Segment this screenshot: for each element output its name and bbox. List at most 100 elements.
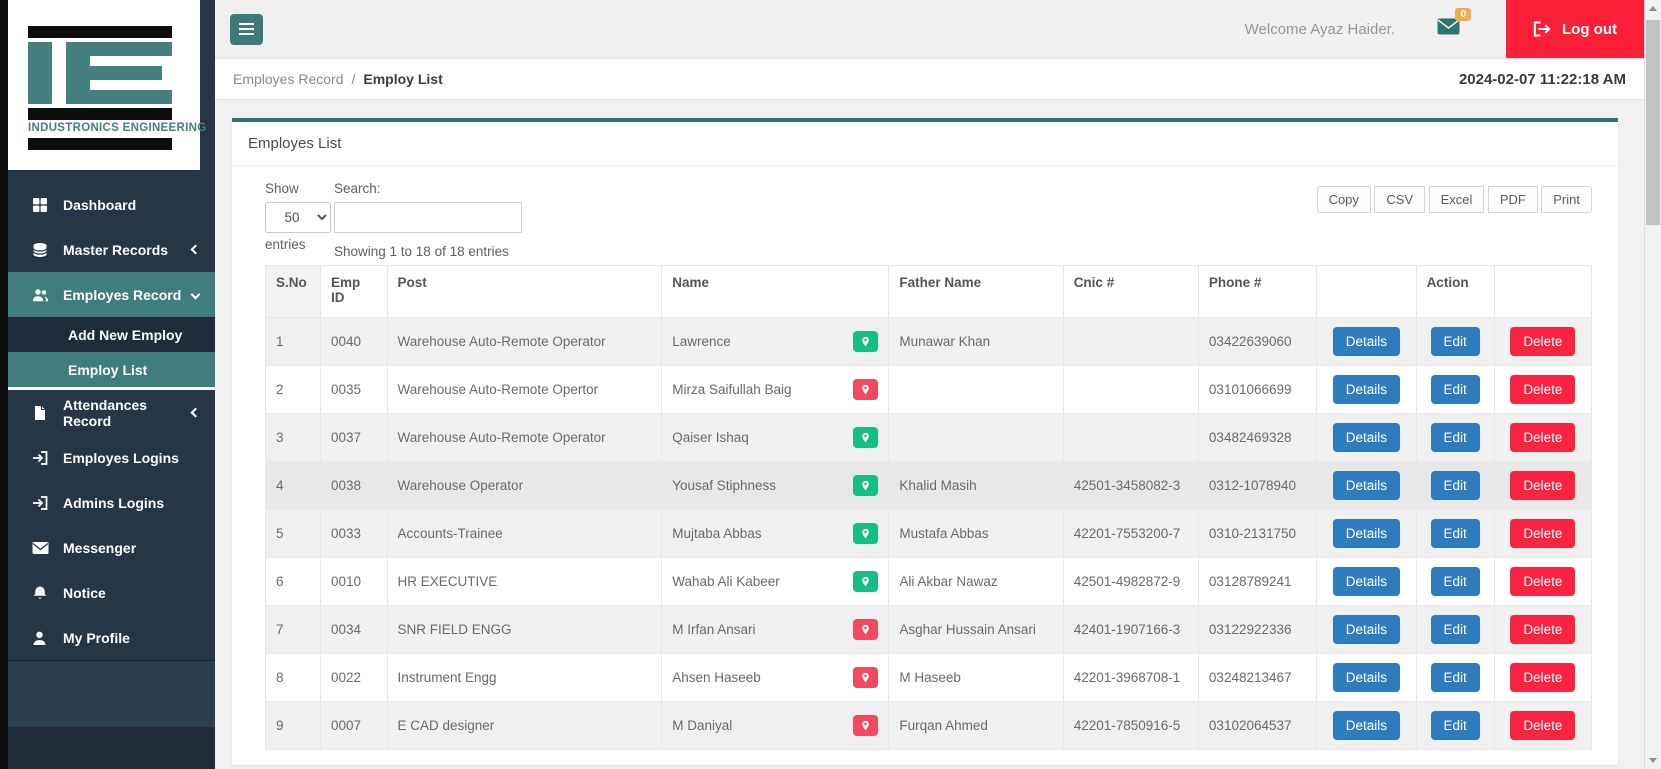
table-row: 5 0033 Accounts-Trainee Mujtaba Abbas Mustaf… [265,509,1593,558]
edit-cell: Edit [1415,653,1495,702]
sidebar-subitem-add-new-employ[interactable]: Add New Employ [8,317,215,352]
edit-button[interactable]: Edit [1430,519,1480,548]
table-row: 7 0034 SNR FIELD ENGG M Irfan Ansari Asghar … [265,605,1593,654]
edit-button[interactable]: Edit [1430,423,1480,452]
messages-button[interactable]: 0 [1437,8,1472,40]
edit-button[interactable]: Edit [1430,327,1480,356]
scrollbar-thumb[interactable] [1646,20,1660,225]
employee-name: Mujtaba Abbas [672,526,762,541]
envelope-icon [1437,18,1460,35]
search-input[interactable] [334,202,522,233]
edit-button[interactable]: Edit [1430,567,1480,596]
location-pin-badge[interactable] [853,619,879,640]
sidebar-item-my-profile[interactable]: My Profile [8,615,215,660]
edit-cell: Edit [1415,317,1495,366]
column-header-blank-2[interactable] [1493,265,1593,318]
sidebar-item-dashboard[interactable]: Dashboard [8,182,215,227]
phone-cell: 03122922336 [1197,605,1318,654]
details-cell: Details [1316,605,1417,654]
location-pin-badge[interactable] [853,667,879,688]
father-name-cell: Asghar Hussain Ansari [888,605,1064,654]
emp-id-cell: 0010 [319,557,388,606]
sno-cell: 9 [265,701,321,750]
details-button[interactable]: Details [1332,615,1401,644]
location-pin-badge[interactable] [853,427,879,448]
employee-name: Mirza Saifullah Baig [672,382,792,397]
delete-button[interactable]: Delete [1510,375,1576,404]
sidebar-item-master-records[interactable]: Master Records [8,227,215,272]
delete-button[interactable]: Delete [1510,471,1576,500]
edit-cell: Edit [1415,461,1495,510]
column-header-phone[interactable]: Phone # [1197,265,1318,318]
details-button[interactable]: Details [1332,375,1401,404]
details-button[interactable]: Details [1332,519,1401,548]
location-pin-badge[interactable] [853,379,879,400]
delete-button[interactable]: Delete [1510,423,1576,452]
edit-button[interactable]: Edit [1430,375,1480,404]
details-button[interactable]: Details [1332,471,1401,500]
location-pin-badge[interactable] [853,523,879,544]
page-length-select[interactable]: 50 [265,202,331,233]
sidebar-item-messenger[interactable]: Messenger [8,525,215,570]
delete-button[interactable]: Delete [1510,615,1576,644]
sidebar-subitem-employ-list[interactable]: Employ List [8,352,215,387]
vertical-scrollbar[interactable] [1644,0,1661,769]
delete-button[interactable]: Delete [1510,663,1576,692]
delete-button[interactable]: Delete [1510,519,1576,548]
column-header-sno[interactable]: S.No [265,265,321,318]
column-header-emp-id[interactable]: Emp ID [319,265,388,318]
dashboard-icon [32,196,49,213]
location-pin-badge[interactable] [853,475,879,496]
edit-button[interactable]: Edit [1430,615,1480,644]
details-button[interactable]: Details [1332,567,1401,596]
scroll-down-arrow[interactable] [1645,752,1661,769]
post-cell: Instrument Engg [386,653,663,702]
details-button[interactable]: Details [1332,423,1401,452]
sidebar-item-admins-logins[interactable]: Admins Logins [8,480,215,525]
sidebar-item-notice[interactable]: Notice [8,570,215,615]
copy-button[interactable]: Copy [1316,186,1371,213]
topbar: Welcome Ayaz Haider. 0 Log out [215,0,1644,59]
csv-button[interactable]: CSV [1374,186,1426,213]
sidebar-toggle-button[interactable] [230,13,263,45]
details-button[interactable]: Details [1332,711,1401,740]
column-header-father-name[interactable]: Father Name [888,265,1064,318]
edit-button[interactable]: Edit [1430,663,1480,692]
column-header-post[interactable]: Post [386,265,663,318]
details-button[interactable]: Details [1332,663,1401,692]
sidebar-item-label: Employes Logins [63,449,179,466]
emp-id-cell: 0022 [319,653,388,702]
print-button[interactable]: Print [1541,186,1592,213]
subitem-label: Add New Employ [68,326,183,343]
pdf-button[interactable]: PDF [1487,186,1538,213]
edit-button[interactable]: Edit [1430,471,1480,500]
logout-button[interactable]: Log out [1506,0,1644,58]
edit-cell: Edit [1415,701,1495,750]
logo-letter-e [66,42,172,104]
sidebar-item-employes-record[interactable]: Employes Record [8,272,215,317]
current-datetime: 2024-02-07 11:22:18 AM [1458,70,1626,88]
table-row: 3 0037 Warehouse Auto-Remote Operator Qaise… [265,413,1593,462]
sidebar-item-employes-logins[interactable]: Employes Logins [8,435,215,480]
breadcrumb-section[interactable]: Employes Record [233,71,344,87]
entries-label: entries [265,237,306,252]
edit-button[interactable]: Edit [1430,711,1480,740]
location-pin-badge[interactable] [853,331,879,352]
phone-cell: 03248213467 [1197,653,1318,702]
details-button[interactable]: Details [1332,327,1401,356]
delete-button[interactable]: Delete [1510,567,1576,596]
sidebar-item-attendances-record[interactable]: Attendances Record [8,390,215,435]
column-header-blank-1[interactable] [1316,265,1417,318]
column-header-name[interactable]: Name [661,265,890,318]
delete-button[interactable]: Delete [1510,327,1576,356]
father-name-cell: M Haseeb [888,653,1064,702]
table-row: 9 0007 E CAD designer M Daniyal Furqan Ahmed… [265,701,1593,750]
scroll-up-arrow[interactable] [1645,0,1661,17]
column-header-action[interactable]: Action [1415,265,1495,318]
column-header-cnic[interactable]: Cnic # [1062,265,1199,318]
search-control: Search: Showing 1 to 18 of 18 entries [334,181,522,259]
excel-button[interactable]: Excel [1428,186,1485,213]
delete-button[interactable]: Delete [1510,711,1576,740]
location-pin-badge[interactable] [853,715,879,736]
location-pin-badge[interactable] [853,571,879,592]
